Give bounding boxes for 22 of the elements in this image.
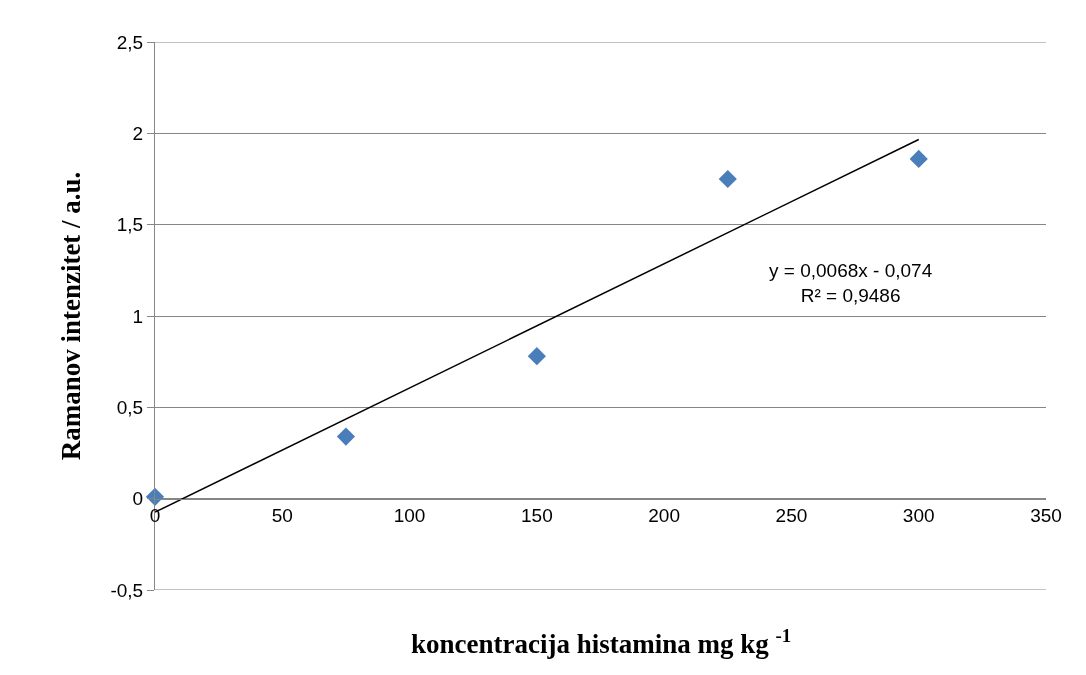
y-tick-label: 2: [132, 122, 144, 144]
y-axis-title: Ramanov intenzitet / a.u.: [55, 171, 86, 461]
y-tick-label: 0: [132, 488, 144, 510]
x-tick-label: 200: [648, 505, 680, 527]
x-tick-label: 50: [271, 505, 293, 527]
y-tick-label: 1,5: [116, 214, 144, 236]
point: [527, 347, 546, 366]
x-tick-label: 0: [149, 505, 161, 527]
y-tick-label: 2,5: [116, 31, 144, 53]
point: [718, 169, 737, 189]
y-tick-label: -0,5: [110, 579, 144, 601]
x-tick-label: 150: [521, 505, 553, 527]
y-tick-label: 1: [132, 305, 144, 327]
x-tick-label: 100: [393, 505, 426, 527]
x-axis-title: koncentracija histamina mg kg $^{-1}$: [411, 625, 792, 660]
x-tick-label: 300: [902, 505, 935, 527]
x-tick-label: 250: [775, 505, 808, 527]
point: [909, 149, 928, 169]
y-tick-label: 0,5: [116, 396, 144, 418]
annotation: y = 0,0068x - 0,074 R² = 0,9486: [769, 260, 933, 306]
x-tick-label: 350: [1030, 505, 1062, 527]
point: [336, 427, 356, 446]
